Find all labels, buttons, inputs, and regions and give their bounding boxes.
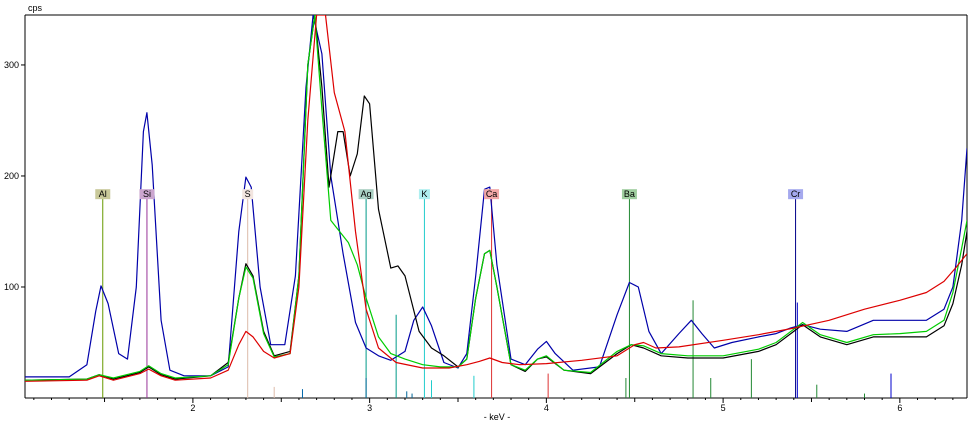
element-label: Ba: [624, 189, 635, 199]
element-marker-al: Al: [95, 189, 111, 200]
spectrum-series-1: [25, 15, 967, 378]
element-marker-si: Si: [139, 189, 155, 200]
element-label-bg: [788, 189, 804, 200]
element-marker-ag: Ag: [358, 189, 374, 200]
element-marker-ca: Ca: [484, 189, 500, 200]
element-markers: Al Si S Ag K Ca Ba Cr: [95, 189, 804, 200]
x-axis-title: - keV -: [484, 412, 511, 422]
element-label-bg: [484, 189, 500, 200]
element-label: Al: [99, 189, 107, 199]
spectrum-series: [25, 15, 967, 382]
element-label-bg: [139, 189, 155, 200]
element-label: K: [421, 189, 427, 199]
x-tick-label: 2: [190, 403, 195, 413]
x-tick-label: 4: [544, 403, 549, 413]
element-label-bg: [418, 189, 430, 200]
spectrum-series-4: [25, 15, 967, 382]
element-label-bg: [95, 189, 111, 200]
element-marker-cr: Cr: [788, 189, 804, 200]
x-tick-label: 5: [721, 403, 726, 413]
x-axis-ticks: 2 3 4 5 6: [33, 398, 954, 413]
element-label-bg: [358, 189, 374, 200]
element-marker-ba: Ba: [621, 189, 637, 200]
element-label-bg: [242, 189, 254, 200]
element-marker-s: S: [242, 189, 254, 200]
element-label: Ag: [361, 189, 372, 199]
y-tick-label: 100: [4, 282, 19, 292]
y-axis-ticks: 100 200 300: [4, 60, 25, 292]
x-tick-label: 3: [367, 403, 372, 413]
y-axis-title: cps: [28, 3, 43, 13]
element-label-bg: [621, 189, 637, 200]
element-label: Si: [143, 189, 151, 199]
x-tick-label: 6: [897, 403, 902, 413]
element-marker-k: K: [418, 189, 430, 200]
element-label: S: [245, 189, 251, 199]
plot-frame: [24, 14, 968, 399]
y-tick-label: 300: [4, 60, 19, 70]
y-tick-label: 200: [4, 171, 19, 181]
element-label: Ca: [486, 189, 498, 199]
element-label: Cr: [791, 189, 801, 199]
